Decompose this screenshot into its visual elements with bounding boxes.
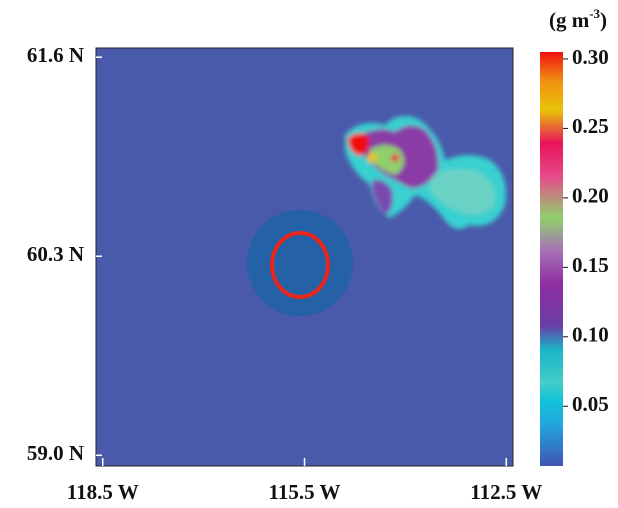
- unit-base: (g m: [549, 8, 590, 32]
- colorbar-title: (g m-3): [549, 6, 607, 32]
- fire-perimeter: [270, 231, 330, 299]
- unit-close: ): [600, 8, 607, 32]
- smoke-plume: [345, 116, 506, 229]
- unit-exponent: -3: [589, 6, 600, 21]
- colorbar-tick-label: 0.25: [572, 114, 609, 138]
- x-tick-label: 115.5 W: [269, 480, 341, 504]
- colorbar-tick-label: 0.20: [572, 184, 609, 208]
- y-tick-label: 61.6 N: [27, 43, 84, 67]
- y-tick-label: 60.3 N: [27, 242, 84, 266]
- y-tick-label: 59.0 N: [27, 441, 84, 465]
- x-tick-label: 118.5 W: [67, 480, 139, 504]
- fire-zone: [247, 210, 353, 316]
- colorbar-tick-label: 0.15: [572, 253, 609, 277]
- colorbar-tick-label: 0.10: [572, 323, 609, 347]
- colorbar: [540, 52, 563, 466]
- colorbar-tick-label: 0.30: [572, 45, 609, 69]
- colorbar-tick-label: 0.05: [572, 392, 609, 416]
- x-tick-label: 112.5 W: [470, 480, 542, 504]
